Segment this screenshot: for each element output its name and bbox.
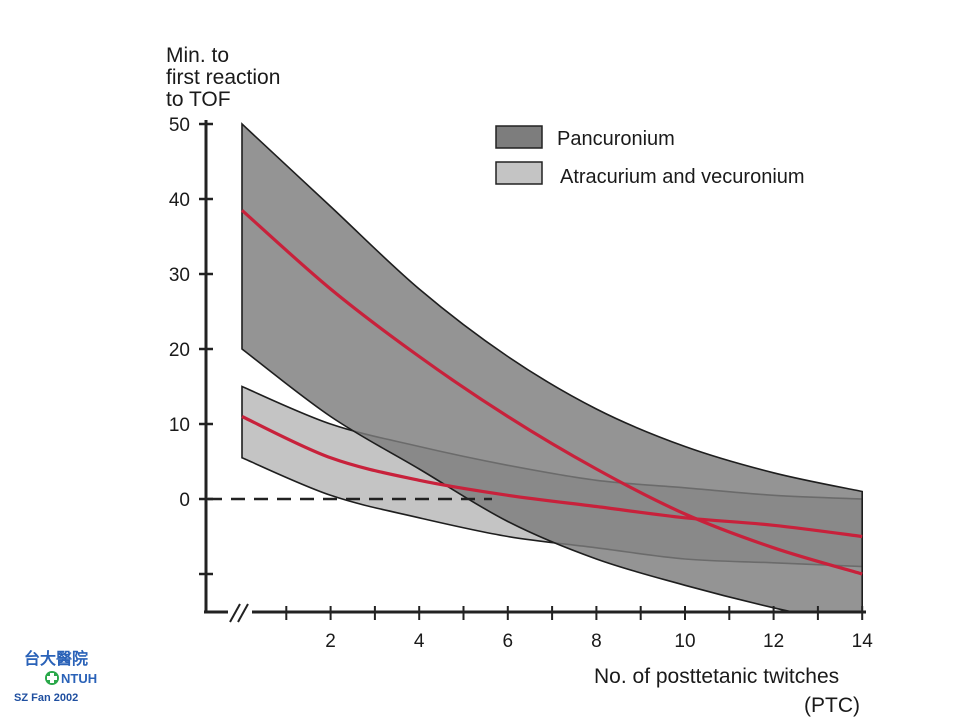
legend-swatch-pancuronium — [495, 125, 543, 149]
y-tick-label: 10 — [169, 415, 190, 436]
y-tick-label: 40 — [169, 190, 190, 211]
y-axis-label-line-2: first reaction — [166, 66, 280, 89]
mean-line-pancuronium — [240, 209, 863, 576]
y-tick-label: 20 — [169, 340, 190, 361]
y-axis-label-line-3: to TOF — [166, 88, 231, 111]
ntuh-logo: 台大醫院 NTUH — [24, 649, 97, 686]
y-tick-label: 0 — [179, 490, 190, 511]
band-pancuronium — [241, 122, 863, 612]
legend-swatch-atracurium — [495, 161, 543, 185]
legend: Pancuronium Atracurium and vecuronium — [495, 125, 805, 188]
axis-break-mark — [237, 603, 249, 623]
legend-label-pancuronium: Pancuronium — [557, 128, 675, 150]
x-tick-label: 4 — [414, 631, 425, 652]
bands-layer — [241, 122, 863, 612]
x-tick-label: 2 — [325, 631, 336, 652]
legend-label-atracurium: Atracurium and vecuronium — [560, 166, 805, 188]
x-axis-label: No. of posttetanic twitches — [594, 665, 839, 688]
axes-layer: 0 10 20 30 40 50 2 4 6 8 10 12 14 — [169, 115, 873, 652]
x-tick-label: 6 — [503, 631, 514, 652]
x-tick-label: 10 — [674, 631, 695, 652]
y-tick-label: 30 — [169, 265, 190, 286]
x-tick-label: 14 — [852, 631, 874, 652]
x-tick-label: 8 — [591, 631, 602, 652]
y-axis-label-line-1: Min. to — [166, 44, 229, 67]
mean-line-atracurium-vecuronium — [241, 415, 863, 539]
x-tick-label: 12 — [763, 631, 784, 652]
axis-break-mark — [229, 603, 241, 623]
y-tick-label: 50 — [169, 115, 190, 136]
logo-chinese-text: 台大醫院 — [24, 649, 88, 668]
credit-text: SZ Fan 2002 — [14, 692, 79, 704]
mean-lines-layer — [240, 209, 863, 576]
x-axis-label-unit: (PTC) — [804, 694, 860, 717]
logo-ntuh-text: NTUH — [61, 671, 97, 686]
